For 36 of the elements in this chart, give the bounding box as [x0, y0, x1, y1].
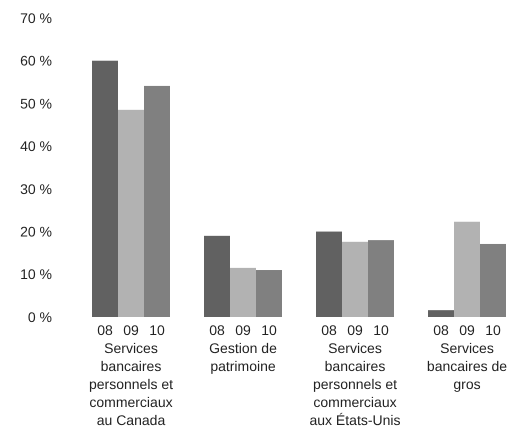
y-tick-label: 40 % [20, 138, 52, 154]
bar [256, 270, 282, 317]
y-tick-label: 50 % [20, 95, 52, 112]
series-label: 08 [97, 322, 113, 338]
text: 08 [209, 322, 225, 338]
y-tick-label: 10 % [20, 266, 52, 282]
x-tick-label: Services bancaires de gros [426, 340, 508, 392]
bar [316, 232, 342, 317]
text: 10 [485, 322, 501, 338]
bar [454, 222, 480, 317]
bar [480, 244, 506, 317]
series-label: 10 [149, 322, 165, 338]
x-tick-label: Services bancaires personnels et commerciaux au Canada [88, 340, 174, 428]
y-tick-label: 30 % [20, 180, 52, 197]
text: 08 [321, 322, 337, 338]
bar [204, 236, 230, 317]
series-label: 09 [123, 322, 139, 338]
text: 09 [459, 322, 475, 338]
text: 10 [373, 322, 389, 338]
text: 09 [347, 322, 363, 338]
bar [230, 268, 256, 317]
bar [342, 242, 368, 317]
x-tick-label: Services bancaires personnels et commerciaux aux États-Unis [309, 340, 401, 428]
text: 09 [235, 322, 251, 338]
x-tick-label: Gestion de patrimoine [209, 340, 278, 374]
bar [118, 110, 144, 317]
y-tick-label: 60 % [20, 52, 52, 69]
y-tick-label: 70 % [20, 10, 52, 26]
bar [368, 240, 394, 317]
bar [92, 60, 118, 317]
bar [144, 86, 170, 317]
bar [428, 310, 454, 317]
text: 08 [433, 322, 449, 338]
text: 10 [261, 322, 277, 338]
y-tick-label: 20 % [20, 223, 52, 240]
y-tick-label: 0 % [28, 308, 52, 325]
